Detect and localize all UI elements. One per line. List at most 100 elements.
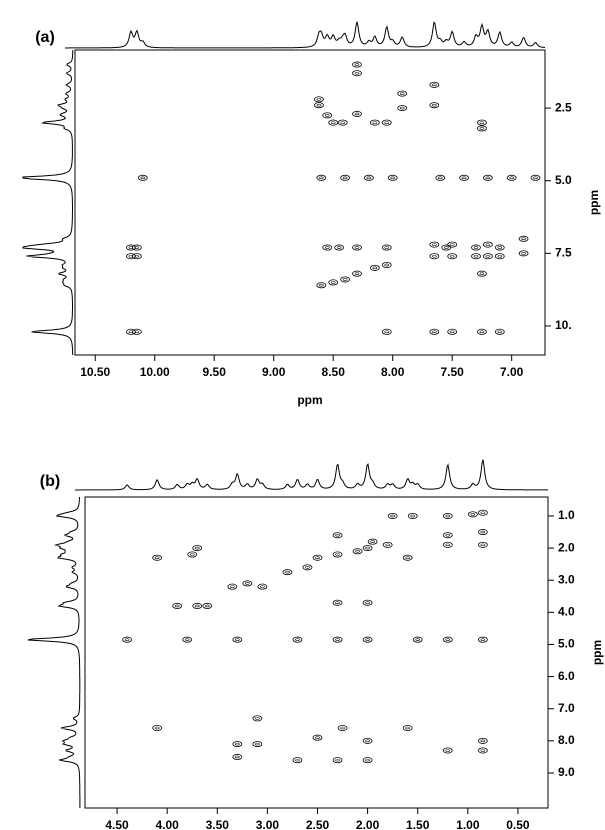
cross-peak [192, 602, 203, 609]
cross-peak [312, 734, 323, 741]
cross-peak [518, 250, 529, 257]
contour-outer [332, 757, 343, 764]
contour-inner [204, 604, 210, 608]
contour-outer [352, 270, 362, 277]
contour-outer [352, 110, 362, 117]
contour-outer [332, 599, 343, 606]
cross-peak [442, 512, 453, 519]
y-tick-label: 8.0 [558, 733, 575, 747]
contour-inner [480, 749, 486, 752]
contour-outer [137, 174, 148, 181]
cross-peak [352, 110, 362, 117]
contour-inner [521, 252, 526, 255]
contour-outer [328, 119, 339, 126]
contour-inner [415, 638, 421, 641]
contour-outer [447, 241, 458, 248]
cross-peak [494, 328, 505, 335]
x-tick-label: 3.00 [256, 818, 280, 830]
contour-inner [154, 556, 160, 560]
contour-outer [340, 174, 351, 181]
cross-peak [447, 241, 458, 248]
contour-inner [330, 121, 336, 124]
cross-peak [362, 545, 373, 552]
contour-outer [471, 253, 481, 260]
plot-frame [84, 496, 549, 809]
contour-inner [124, 638, 130, 641]
contour-outer [316, 174, 327, 181]
x-tick-label: 9.00 [262, 365, 286, 379]
contour-inner [295, 758, 300, 762]
contour-inner [443, 246, 449, 249]
contour-inner [449, 330, 455, 334]
contour-inner [134, 330, 140, 334]
contour-inner [315, 556, 320, 560]
contour-outer [362, 737, 373, 744]
cross-peak [381, 261, 392, 268]
cross-peak [314, 102, 324, 109]
contour-inner [445, 638, 451, 641]
contour-inner [384, 121, 390, 124]
contour-outer [332, 636, 343, 643]
contour-inner [432, 330, 437, 334]
contour-inner [449, 254, 455, 258]
contour-outer [477, 541, 488, 548]
contour-outer [477, 125, 487, 132]
cross-peak [367, 538, 378, 545]
contour-inner [485, 254, 491, 258]
contour-inner [480, 511, 486, 515]
contour-inner [479, 330, 485, 334]
contour-outer [482, 241, 493, 248]
contour-inner [134, 254, 140, 258]
cross-peak [126, 244, 136, 251]
y-tick-label: 2.5 [555, 100, 572, 114]
cross-peak [292, 757, 303, 764]
cross-peak [397, 105, 408, 112]
contour-inner [480, 530, 486, 534]
contour-outer [332, 551, 343, 558]
cross-peak [332, 532, 343, 539]
contour-outer [232, 636, 243, 643]
contour-outer [387, 174, 398, 181]
cross-peak [442, 747, 453, 754]
contour-outer [429, 253, 440, 260]
contour-inner [470, 513, 476, 516]
contour-inner [497, 254, 503, 258]
contour-inner [255, 717, 260, 720]
left-projection [22, 49, 74, 355]
contour-inner [533, 176, 538, 180]
contour-outer [337, 725, 348, 732]
cross-peak [172, 602, 183, 609]
contour-outer [467, 511, 478, 518]
contour-outer [252, 715, 263, 722]
contour-inner [445, 749, 451, 752]
cross-peak [477, 636, 488, 643]
contour-inner [128, 246, 134, 249]
contour-inner [497, 246, 503, 249]
cross-peak [292, 636, 303, 643]
contour-outer [477, 270, 487, 277]
contour-inner [366, 176, 372, 180]
contour-outer [494, 244, 505, 251]
contour-inner [485, 243, 491, 246]
cross-peak [332, 599, 343, 606]
cross-peak [381, 119, 392, 126]
cross-peak [442, 541, 453, 548]
cross-peak [332, 636, 343, 643]
cross-peak [442, 532, 453, 539]
contour-outer [442, 512, 453, 519]
cross-peak [131, 253, 142, 260]
y-tick-label: 2.0 [558, 540, 575, 554]
contour-inner [184, 638, 190, 641]
cross-peak [316, 174, 327, 181]
cross-peak [402, 725, 413, 732]
contour-inner [316, 98, 322, 101]
contour-outer [412, 636, 423, 643]
contour-outer [381, 328, 392, 335]
cross-peak [369, 264, 380, 271]
contour-inner [437, 176, 443, 180]
cross-peak [477, 270, 487, 277]
contour-inner [449, 243, 455, 246]
contour-outer [402, 554, 413, 561]
contour-inner [154, 726, 160, 730]
contour-outer [232, 753, 243, 760]
